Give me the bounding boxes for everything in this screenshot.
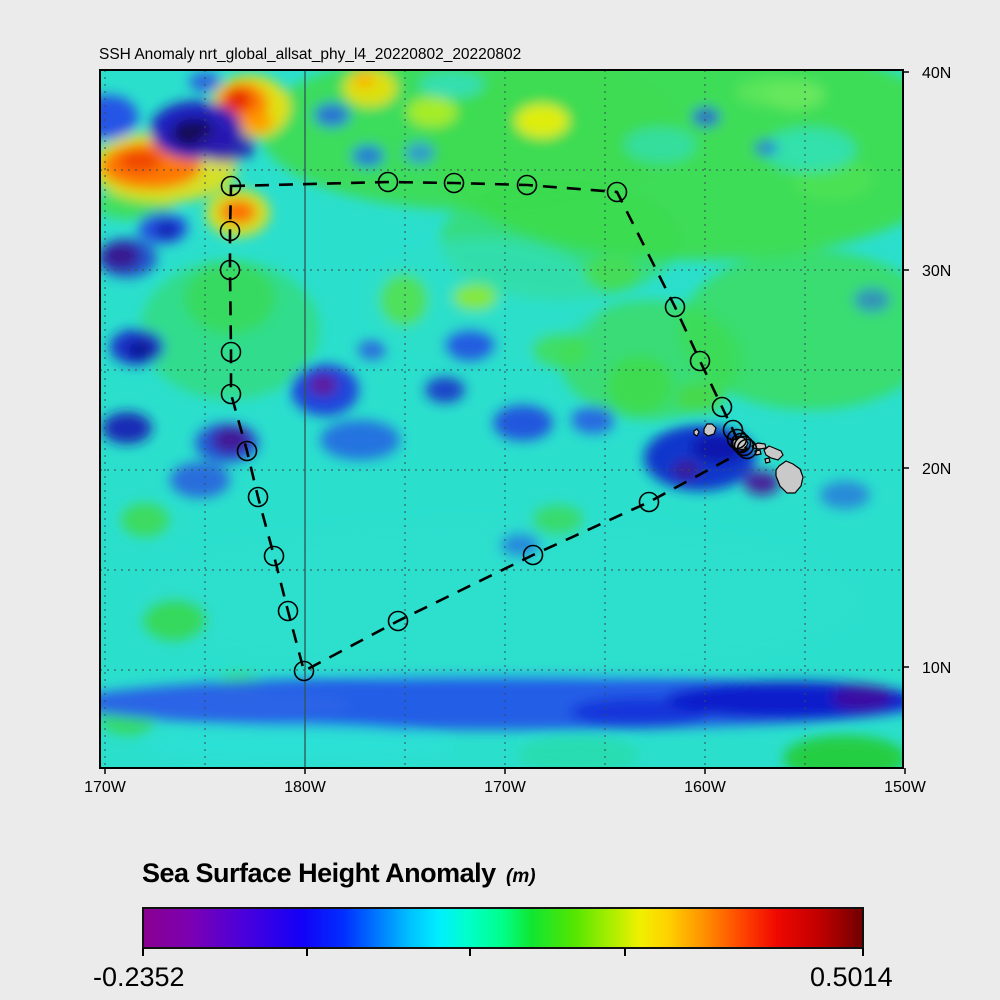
- island-maui: [763, 445, 784, 461]
- colorbar: [142, 907, 864, 956]
- track-point: [443, 172, 465, 194]
- track-point: [689, 350, 711, 372]
- track-point: [522, 544, 544, 566]
- track-point: [293, 660, 315, 682]
- track-point: [263, 545, 285, 567]
- track-point: [277, 600, 299, 622]
- track-point: [711, 396, 733, 418]
- map-title: SSH Anomaly nrt_global_allsat_phy_l4_202…: [99, 46, 522, 63]
- x-axis-label: 170W: [484, 779, 527, 796]
- island-kahoolawe: [764, 457, 771, 464]
- island-hawaii: [775, 460, 804, 494]
- x-axis-label: 150W: [884, 779, 927, 796]
- track-point: [638, 491, 660, 513]
- x-axis-label: 180W: [284, 779, 327, 796]
- colorbar-max-label: 0.5014: [810, 962, 893, 992]
- island-kauai: [703, 423, 717, 437]
- colorbar-title: Sea Surface Height Anomaly: [142, 858, 496, 888]
- track-point: [664, 296, 686, 318]
- graticule: [100, 70, 903, 768]
- island-niihau: [693, 428, 700, 437]
- track-point: [736, 438, 758, 460]
- track-point: [247, 486, 269, 508]
- map-border: [99, 69, 904, 769]
- axis-labels: 170W 180W 170W 160W 150W 40N 30N 20N 10N: [84, 65, 951, 796]
- y-axis-label: 20N: [922, 461, 951, 478]
- y-axis-label: 10N: [922, 660, 951, 677]
- x-axis-label: 160W: [684, 779, 727, 796]
- storm-track: [219, 171, 758, 682]
- track-point: [219, 220, 241, 242]
- colorbar-gradient: [142, 907, 864, 949]
- track-point: [387, 610, 409, 632]
- x-axis-label: 170W: [84, 779, 127, 796]
- track-point: [606, 181, 628, 203]
- track-point: [220, 383, 242, 405]
- heatmap-field: [100, 70, 903, 768]
- track-point: [730, 432, 752, 454]
- y-axis-label: 30N: [922, 263, 951, 280]
- track-point: [219, 259, 241, 281]
- track-point: [236, 440, 258, 462]
- track-point: [220, 341, 242, 363]
- track-point: [733, 435, 755, 457]
- colorbar-min-label: -0.2352: [93, 962, 185, 992]
- y-axis-label: 40N: [922, 65, 951, 82]
- colorbar-units: (m): [506, 866, 536, 887]
- track-point: [516, 174, 538, 196]
- track-point: [377, 171, 399, 193]
- track-point: [220, 175, 242, 197]
